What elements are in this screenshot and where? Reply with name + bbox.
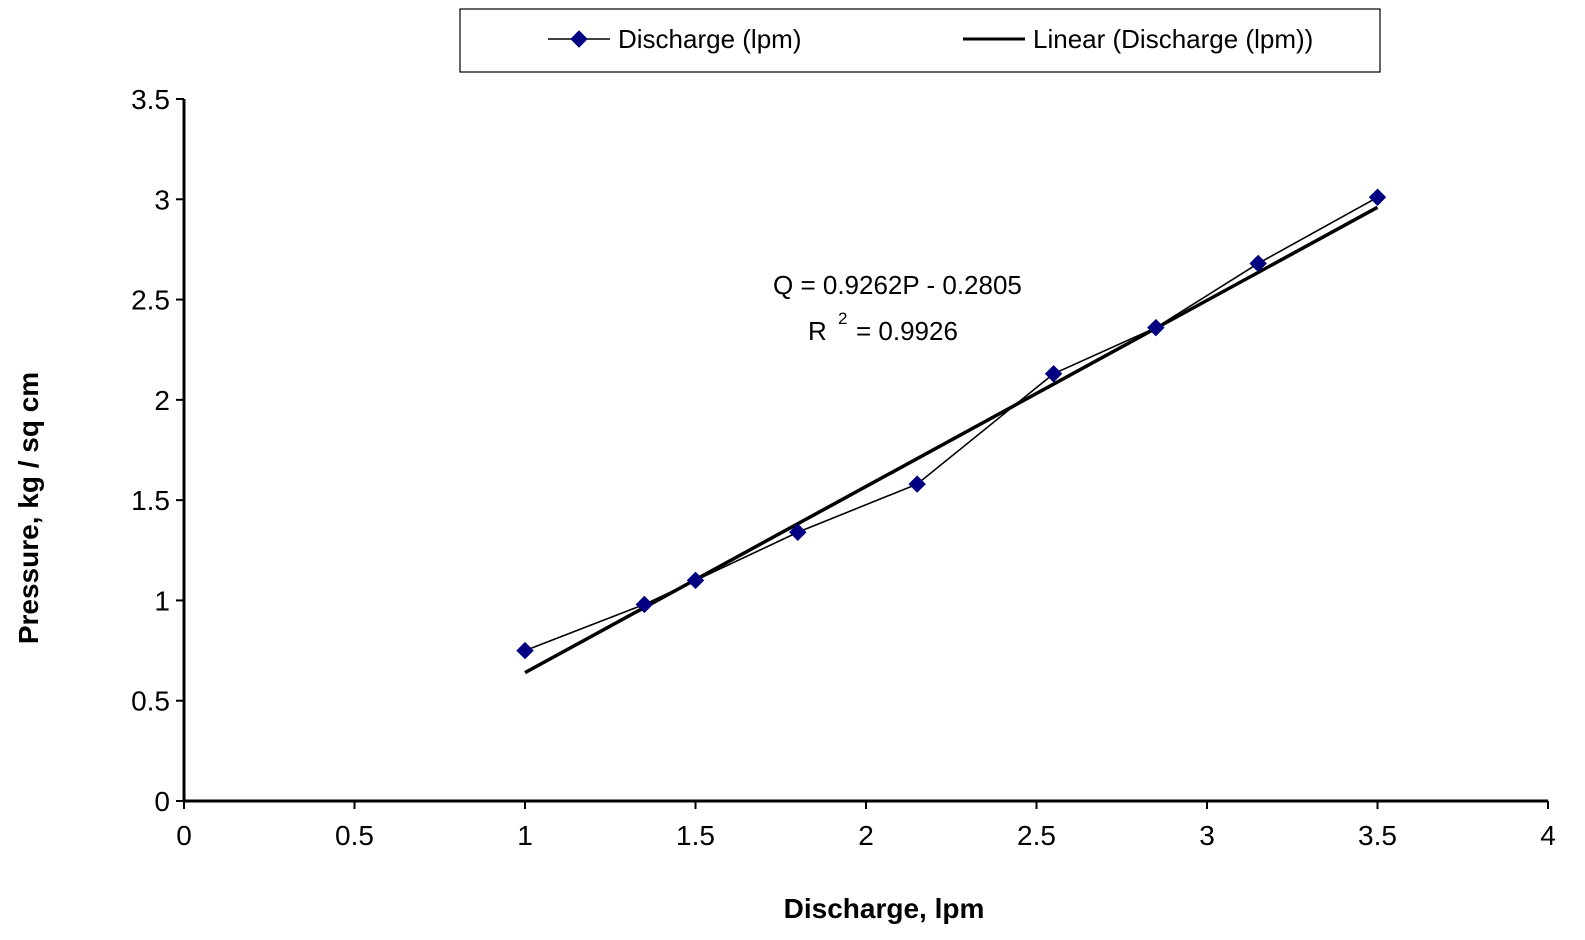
y-tick-label: 3 [154, 184, 170, 215]
x-tick-label: 3.5 [1358, 820, 1397, 851]
equation-label: Q = 0.9262P - 0.2805 [773, 270, 1022, 300]
regression-annotation: Q = 0.9262P - 0.2805 R 2 = 0.9926 [773, 270, 1022, 346]
legend-trend-label: Linear (Discharge (lpm)) [1033, 24, 1313, 54]
x-tick-label: 2 [858, 820, 874, 851]
trendline-path [524, 205, 1379, 675]
y-ticks: 0 0.5 1 1.5 2 2.5 3 3.5 [131, 84, 184, 817]
axes: 0 0.5 1 1.5 2 2.5 3 3.5 0 0.5 1 1.5 2 2.5 3 3.5 4 [131, 84, 1556, 851]
x-tick-label: 1 [517, 820, 533, 851]
y-axis-title: Pressure, kg / sq cm [13, 372, 44, 644]
y-tick-label: 2 [154, 385, 170, 416]
x-axis-title: Discharge, lpm [784, 893, 985, 924]
x-ticks: 0 0.5 1 1.5 2 2.5 3 3.5 4 [176, 801, 1556, 851]
x-tick-label: 2.5 [1017, 820, 1056, 851]
y-tick-label: 3.5 [131, 84, 170, 115]
data-point [516, 641, 534, 660]
y-tick-label: 0 [154, 786, 170, 817]
data-point [1147, 318, 1165, 337]
data-point [1249, 254, 1267, 273]
data-point [1368, 188, 1387, 206]
legend: Discharge (lpm) Linear (Discharge (lpm)) [459, 8, 1381, 73]
legend-series-label: Discharge (lpm) [618, 24, 802, 54]
r2-base: R [808, 316, 827, 346]
x-tick-label: 4 [1540, 820, 1556, 851]
x-tick-label: 1.5 [676, 820, 715, 851]
data-point [789, 523, 807, 541]
data-point [635, 595, 654, 614]
data-point [1044, 365, 1063, 383]
data-point [908, 475, 926, 493]
data-point [686, 571, 705, 590]
series-line [524, 196, 1378, 652]
x-tick-label: 0.5 [335, 820, 374, 851]
y-tick-label: 1.5 [131, 485, 170, 516]
y-tick-label: 0.5 [131, 686, 170, 717]
r2-value: = 0.9926 [856, 316, 958, 346]
legend-frame [459, 8, 1381, 73]
x-tick-label: 0 [176, 820, 192, 851]
x-tick-label: 3 [1199, 820, 1215, 851]
trendline [524, 205, 1379, 675]
series-discharge [516, 188, 1387, 660]
legend-series-marker [570, 30, 588, 48]
y-tick-label: 1 [154, 585, 170, 616]
y-tick-label: 2.5 [131, 285, 170, 316]
r2-superscript: 2 [838, 309, 847, 328]
